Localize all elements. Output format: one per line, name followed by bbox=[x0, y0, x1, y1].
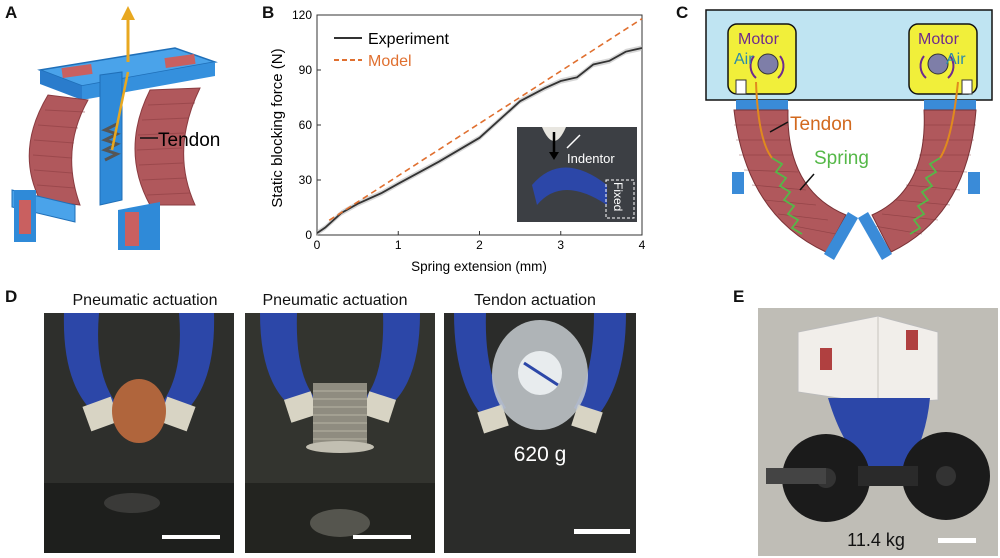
scale-bar bbox=[353, 535, 411, 539]
left-motor-label: Motor bbox=[738, 31, 780, 48]
indentor-inset-photo: Indentor Fixed bbox=[517, 127, 637, 222]
panel-a-letter: A bbox=[5, 3, 18, 22]
spring-label: Spring bbox=[814, 148, 869, 169]
tendon-label: Tendon bbox=[790, 114, 852, 135]
y-tick-label: 30 bbox=[299, 173, 313, 187]
legend-experiment-label: Experiment bbox=[368, 31, 449, 48]
x-tick-label: 1 bbox=[395, 238, 402, 252]
x-tick-label: 0 bbox=[314, 238, 321, 252]
x-tick-label: 3 bbox=[557, 238, 564, 252]
panel-c-schematic: Motor Air Motor Air Tendon Spring bbox=[705, 9, 993, 260]
y-tick-label: 90 bbox=[299, 63, 313, 77]
caption-d3: Tendon actuation bbox=[474, 292, 596, 309]
x-tick-label: 4 bbox=[639, 238, 646, 252]
x-axis-label: Spring extension (mm) bbox=[411, 259, 547, 274]
y-axis-label: Static blocking force (N) bbox=[269, 48, 286, 207]
right-motor-label: Motor bbox=[918, 31, 960, 48]
right-air-label: Air bbox=[946, 51, 966, 68]
left-air-label: Air bbox=[734, 51, 754, 68]
y-tick-label: 120 bbox=[292, 8, 312, 22]
series-line-experiment bbox=[316, 47, 643, 234]
x-tick-label: 2 bbox=[476, 238, 483, 252]
panel-e-letter: E bbox=[733, 287, 745, 306]
panel-a-actuator-illustration: Tendon bbox=[11, 6, 220, 250]
panel-a-tendon-label: Tendon bbox=[158, 130, 220, 151]
scale-bar bbox=[938, 538, 976, 543]
y-tick-label: 60 bbox=[299, 118, 313, 132]
caption-d2: Pneumatic actuation bbox=[262, 292, 408, 309]
panel-b-letter: B bbox=[262, 3, 275, 22]
y-tick-label: 0 bbox=[305, 228, 312, 242]
blocking-force-chart: 0 1 2 3 4 0 30 60 90 120 Static blocking force (N… bbox=[269, 8, 646, 274]
fixed-label: Fixed bbox=[611, 182, 625, 211]
panel-d-letter: D bbox=[5, 287, 18, 306]
scale-bar bbox=[574, 529, 630, 534]
photo-egg-grasp bbox=[44, 313, 234, 553]
series-line-model bbox=[328, 17, 643, 222]
photo-dumbbell-lift: 11.4 kg bbox=[758, 308, 998, 556]
caption-d1: Pneumatic actuation bbox=[72, 292, 218, 309]
dumbbell-mass-label: 11.4 kg bbox=[847, 530, 905, 550]
scale-bar bbox=[162, 535, 220, 539]
photo-coil-grasp bbox=[245, 313, 435, 553]
legend-model-label: Model bbox=[368, 53, 412, 70]
photo-bottle-grasp: 620 g bbox=[444, 313, 636, 553]
panel-c-letter: C bbox=[676, 3, 689, 22]
indentor-label: Indentor bbox=[567, 151, 615, 166]
bottle-mass-label: 620 g bbox=[514, 443, 567, 466]
